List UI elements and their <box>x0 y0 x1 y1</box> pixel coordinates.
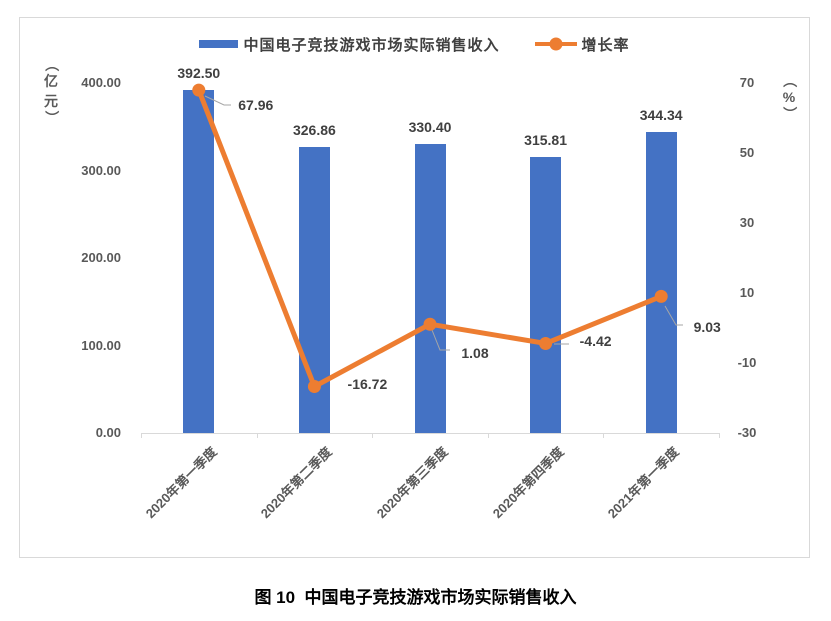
left-axis-tick-label: 300.00 <box>81 162 121 178</box>
revenue-bar-value-label: 326.86 <box>292 121 336 138</box>
right-axis-tick-label: 10 <box>739 285 755 300</box>
revenue-bar <box>183 89 215 433</box>
revenue-bar <box>414 143 446 433</box>
x-axis-tick-mark <box>141 433 142 438</box>
label-leader-line <box>204 95 231 106</box>
right-axis-title: （%） <box>782 74 798 121</box>
growth-value-label: 1.08 <box>461 345 489 362</box>
legend-item-growth: 增长率 <box>534 34 630 55</box>
figure-caption: 图 10 中国电子竞技游戏市场实际销售收入 <box>254 588 577 607</box>
legend-line-marker-icon <box>534 37 577 51</box>
right-axis-tick-label: -30 <box>737 425 757 440</box>
right-axis-tick-label: 70 <box>739 75 755 90</box>
growth-value-label: -16.72 <box>347 375 388 392</box>
left-axis-tick-label: 200.00 <box>81 250 121 265</box>
growth-value-label: 67.96 <box>238 97 274 114</box>
growth-point <box>192 83 206 97</box>
growth-value-label: 9.03 <box>693 319 721 336</box>
x-axis-tick-mark <box>256 433 258 438</box>
growth-point <box>423 317 437 331</box>
revenue-bar <box>645 131 677 433</box>
chart-container: 中国电子竞技游戏市场实际销售收入 增长率 （亿元） （%） 400.00 300.… <box>19 17 810 558</box>
revenue-bar-value-label: 315.81 <box>524 131 567 148</box>
revenue-bar-value-label: 392.50 <box>177 64 221 81</box>
left-axis-tick-label: 0.00 <box>95 425 121 440</box>
x-axis-tick-mark <box>372 433 374 438</box>
legend-line-dot-icon <box>549 37 562 51</box>
legend-revenue-label: 中国电子竞技游戏市场实际销售收入 <box>243 36 500 54</box>
left-axis-tick-label: 100.00 <box>81 337 121 353</box>
revenue-bar <box>530 156 562 433</box>
x-axis-tick-mark <box>719 433 720 438</box>
legend-bar-swatch <box>199 40 239 48</box>
axis-title-char: % <box>782 89 796 105</box>
right-axis-tick-label: 50 <box>739 145 755 160</box>
growth-line-layer <box>192 83 683 394</box>
growth-value-label: -4.42 <box>579 333 612 350</box>
growth-point <box>539 336 553 350</box>
left-axis-tick-label: 400.00 <box>81 75 121 90</box>
axis-title-char: 亿 <box>44 73 58 89</box>
growth-point <box>654 289 668 303</box>
revenue-bar-value-label: 344.34 <box>639 106 683 123</box>
legend-growth-label: 增长率 <box>581 36 630 54</box>
chart-legend: 中国电子竞技游戏市场实际销售收入 增长率 <box>20 34 809 54</box>
x-axis-tick-mark <box>603 433 605 438</box>
plot-area: 400.00 300.00 200.00 100.00 0.00 70 50 30 10 -10 -… <box>20 18 809 557</box>
label-leader-line <box>431 329 450 351</box>
x-axis-line <box>141 433 719 434</box>
revenue-bar-value-label: 330.40 <box>408 118 452 135</box>
growth-point <box>307 380 321 394</box>
axis-title-char: 元 <box>44 93 58 109</box>
left-axis-title: （亿元） <box>44 58 60 125</box>
legend-item-revenue: 中国电子竞技游戏市场实际销售收入 <box>199 34 499 55</box>
right-axis-tick-label: -10 <box>737 355 757 370</box>
x-axis-tick-mark <box>487 433 489 438</box>
label-leader-line <box>664 305 683 326</box>
right-axis-tick-label: 30 <box>739 215 755 230</box>
